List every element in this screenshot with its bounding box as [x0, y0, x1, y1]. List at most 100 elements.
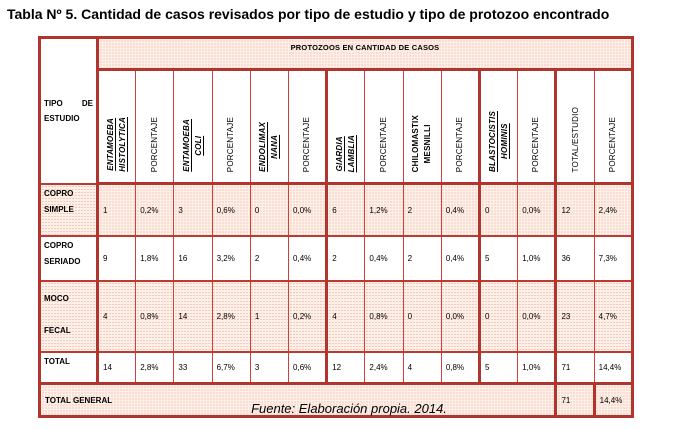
total-general-pct: 14,4% — [592, 382, 634, 418]
table-row: MOCO FECAL 4 0,8% 14 2,8% 1 0,2% 4 0,8% 0 0,0% 0 0,0… — [39, 280, 634, 353]
data-cell: 0,2% — [288, 280, 328, 353]
data-cell: 14 — [95, 351, 137, 385]
data-cell: 1,0% — [517, 235, 557, 282]
total-general-label: TOTAL GENERAL — [38, 382, 557, 418]
column-header-label: CHILOMASTIX MESNILLI — [411, 114, 433, 172]
data-cell: 0,0% — [288, 182, 328, 237]
data-cell: 0,6% — [288, 351, 328, 385]
column-header-porcentaje: PORCENTAJE — [440, 69, 481, 185]
data-cell: 0,0% — [517, 280, 557, 353]
column-header-blastocistis-hominis: BLASTOCISTIS HOMINIS — [478, 69, 519, 185]
data-cell: 14,4% — [593, 351, 634, 385]
data-cell: 0,4% — [440, 182, 481, 237]
data-cell: 2,4% — [593, 182, 634, 237]
column-header-porcentaje: PORCENTAJE — [211, 69, 251, 185]
column-header-label: ENDOLIMAX NANA — [258, 122, 280, 172]
data-cell: 1,0% — [517, 351, 557, 385]
column-header-row: ENTAMOEBA HISTOLYTICA PORCENTAJE ENTAMOE… — [40, 69, 634, 185]
column-header-label: TOTAL/ESTUDIO — [570, 106, 580, 172]
table-row: TOTAL 14 2,8% 33 6,7% 3 0,6% 12 2,4% 4 0,8% 5 1,0% 71… — [39, 351, 634, 385]
data-cell: 0 — [249, 182, 290, 237]
column-header-total-estudio: TOTAL/ESTUDIO — [554, 69, 595, 185]
column-header-porcentaje: PORCENTAJE — [517, 69, 557, 185]
column-header-label: ENTAMOEBA HISTOLYTICA — [106, 117, 128, 172]
column-header-giardia-lamblia: GIARDIA LAMBLIA — [325, 69, 366, 185]
data-cell: 14 — [173, 280, 213, 353]
source-caption: Fuente: Elaboración propia. 2014. — [251, 401, 447, 416]
data-cell: 4,7% — [593, 280, 634, 353]
data-cell: 0,2% — [135, 182, 175, 237]
column-header-label: PORCENTAJE — [607, 116, 617, 172]
data-cell: 4 — [325, 280, 366, 353]
row-label: MOCO FECAL — [39, 280, 99, 353]
page-title: Tabla Nº 5. Cantidad de casos revisados … — [7, 6, 610, 22]
data-cell: 4 — [95, 280, 137, 353]
protozoa-table: TIPO DE ESTUDIO PROTOZOOS EN CANTIDAD DE… — [38, 36, 634, 418]
data-cell: 1 — [95, 182, 137, 237]
column-header-label: PORCENTAJE — [226, 116, 236, 172]
column-header-chilomastix-mesnilli: CHILOMASTIX MESNILLI — [402, 69, 442, 185]
data-cell: 12 — [554, 182, 595, 237]
banner-cell: PROTOZOOS EN CANTIDAD DE CASOS — [97, 37, 633, 71]
data-cell: 36 — [554, 235, 595, 282]
data-cell: 1 — [249, 280, 290, 353]
data-cell: 0,8% — [440, 351, 481, 385]
column-header-label: BLASTOCISTIS HOMINIS — [488, 111, 510, 172]
data-cell: 1,2% — [364, 182, 404, 237]
column-header-label: ENTAMOEBA COLI — [182, 119, 203, 172]
total-general-total: 71 — [554, 382, 595, 418]
data-cell: 3 — [249, 351, 290, 385]
data-cell: 6,7% — [211, 351, 251, 385]
data-cell: 2 — [249, 235, 290, 282]
data-cell: 2,8% — [211, 280, 251, 353]
column-header-porcentaje: PORCENTAJE — [135, 69, 175, 185]
column-header-label: GIARDIA LAMBLIA — [335, 134, 357, 172]
data-cell: 0 — [478, 280, 519, 353]
data-cell: 0,6% — [211, 182, 251, 237]
data-cell: 0,4% — [440, 235, 481, 282]
data-cell: 9 — [95, 235, 137, 282]
data-cell: 71 — [554, 351, 595, 385]
data-cell: 0,8% — [135, 280, 175, 353]
data-cell: 16 — [173, 235, 213, 282]
data-cell: 1,8% — [135, 235, 175, 282]
row-label: COPRO SIMPLE — [39, 182, 99, 237]
data-cell: 33 — [173, 351, 213, 385]
data-cell: 2 — [402, 235, 442, 282]
data-cell: 0,0% — [517, 182, 557, 237]
data-cell: 12 — [325, 351, 366, 385]
column-header-label: PORCENTAJE — [302, 116, 312, 172]
column-header-endolimax-nana: ENDOLIMAX NANA — [249, 69, 290, 185]
column-header-label: PORCENTAJE — [149, 116, 159, 172]
data-cell: 7,3% — [593, 235, 634, 282]
data-cell: 2 — [402, 182, 442, 237]
data-cell: 0 — [402, 280, 442, 353]
data-cell: 2 — [325, 235, 366, 282]
column-header-porcentaje: PORCENTAJE — [288, 69, 328, 185]
column-header-porcentaje: PORCENTAJE — [593, 69, 634, 185]
column-header-label: PORCENTAJE — [379, 116, 389, 172]
data-cell: 4 — [402, 351, 442, 385]
data-cell: 0 — [478, 182, 519, 237]
table-row: COPRO SERIADO 9 1,8% 16 3,2% 2 0,4% 2 0,4% 2 0,4% 5… — [39, 235, 634, 282]
column-header-entamoeba-histolytica: ENTAMOEBA HISTOLYTICA — [95, 69, 137, 185]
data-cell: 3,2% — [211, 235, 251, 282]
banner-row: TIPO DE ESTUDIO PROTOZOOS EN CANTIDAD DE… — [39, 37, 633, 184]
data-cell: 5 — [478, 235, 519, 282]
column-header-entamoeba-coli: ENTAMOEBA COLI — [173, 69, 213, 185]
data-cell: 2,8% — [135, 351, 175, 385]
row-label: COPRO SERIADO — [39, 235, 99, 282]
data-cell: 3 — [173, 182, 213, 237]
column-header-porcentaje: PORCENTAJE — [364, 69, 404, 185]
data-cell: 0,4% — [364, 235, 404, 282]
data-cell: 0,0% — [440, 280, 481, 353]
table-body: COPRO SIMPLE 1 0,2% 3 0,6% 0 0,0% 6 1,2% 2 0,4% 0 0,… — [39, 182, 634, 385]
data-cell: 6 — [325, 182, 366, 237]
column-header-label: PORCENTAJE — [531, 116, 541, 172]
table-row: COPRO SIMPLE 1 0,2% 3 0,6% 0 0,0% 6 1,2% 2 0,4% 0 0,… — [39, 182, 634, 237]
data-cell: 5 — [478, 351, 519, 385]
total-general-row: TOTAL GENERAL 71 14,4% — [38, 382, 634, 418]
data-cell: 2,4% — [364, 351, 404, 385]
row-label: TOTAL — [39, 351, 99, 385]
